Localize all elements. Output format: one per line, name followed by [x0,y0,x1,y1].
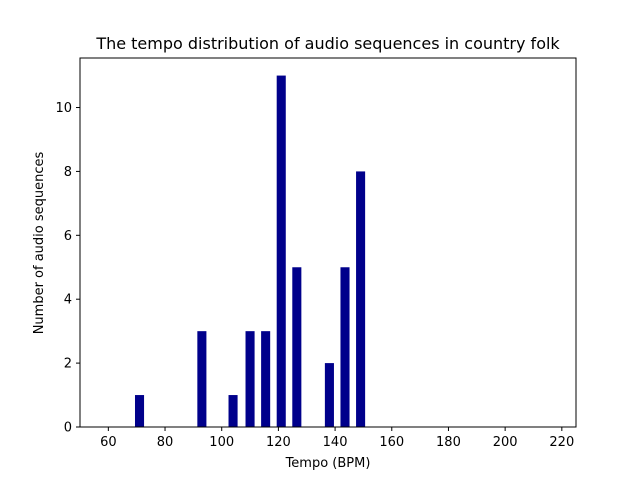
bar-3 [245,331,255,427]
x-tick-label: 180 [436,435,461,450]
x-tick-label: 200 [493,435,518,450]
bar-9 [356,171,366,427]
x-tick-label: 60 [100,435,117,450]
x-tick-label: 140 [323,435,348,450]
bar-4 [261,331,271,427]
y-tick-label: 2 [64,357,72,372]
y-axis: 0 2 4 6 8 10 [55,101,80,436]
bars-layer [134,75,366,427]
bar-6 [292,267,302,427]
bar-2 [228,395,238,427]
x-tick-label: 80 [157,435,174,450]
bar-0 [134,395,145,427]
x-tick-label: 120 [266,435,291,450]
bar-8 [340,267,350,427]
x-axis-label: Tempo (BPM) [285,456,371,471]
bar-1 [197,331,207,427]
y-tick-label: 0 [64,421,72,436]
x-tick-label: 100 [209,435,234,450]
y-tick-label: 10 [55,101,72,116]
y-tick-label: 8 [64,165,72,180]
x-tick-label: 220 [549,435,574,450]
y-tick-label: 6 [64,229,72,244]
bar-5 [276,75,286,427]
x-tick-label: 160 [379,435,404,450]
y-tick-label: 4 [64,293,72,308]
chart-title: The tempo distribution of audio sequence… [95,34,560,53]
y-axis-label: Number of audio sequences [32,151,47,334]
x-axis: 60 80 100 120 140 160 180 200 220 [100,427,574,450]
plot-frame [79,57,577,428]
bar-7 [324,363,334,427]
